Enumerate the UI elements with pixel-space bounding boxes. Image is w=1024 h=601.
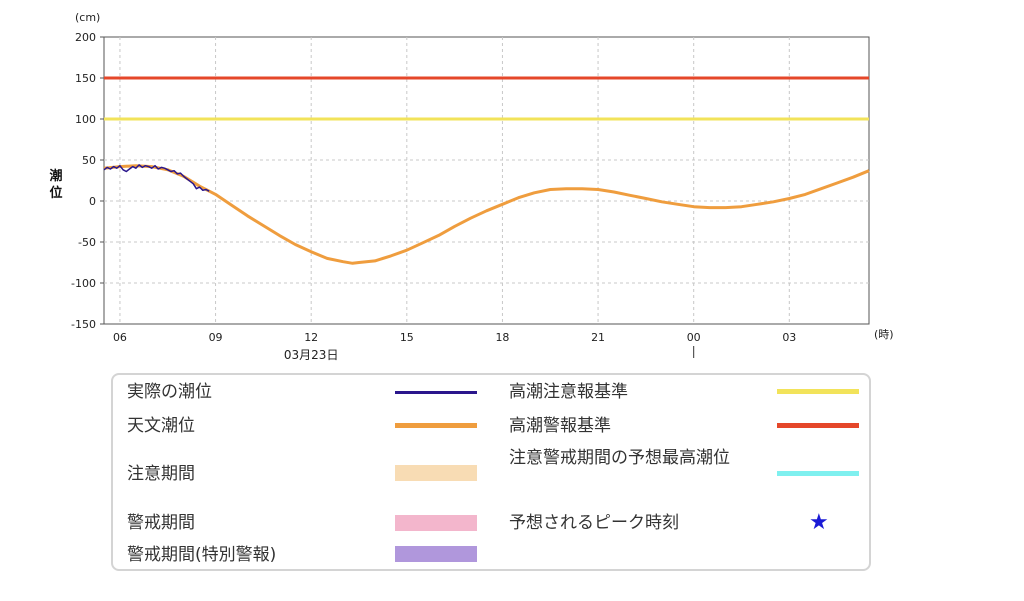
y-axis-label-char: 潮 (49, 168, 62, 184)
y-axis-label-char: 位 (49, 185, 62, 201)
y-unit-label: (cm) (75, 11, 100, 24)
y-tick-label: -150 (71, 318, 96, 331)
y-tick-label: -100 (71, 277, 96, 290)
legend: 実際の潮位 天文潮位 注意期間 警戒期間 警戒期間(特別警報) 高潮注意報基準 … (111, 373, 871, 571)
legend-swatch-predicted-max-tide (777, 471, 859, 476)
legend-swatch-storm-surge-warning (777, 423, 859, 428)
tide-chart: 200 150 100 50 0 -50 -100 -150 06 09 12 15 18 21 00 03… (49, 11, 894, 362)
y-tick-label: 0 (89, 195, 96, 208)
legend-swatch-warning-period (395, 515, 477, 531)
x-unit-label: (時) (874, 328, 894, 341)
legend-label-actual-tide: 実際の潮位 (127, 382, 212, 402)
plot-area (103, 36, 870, 325)
y-tick-label: 50 (82, 154, 96, 167)
legend-swatch-storm-surge-advisory (777, 389, 859, 394)
x-tick-label: 21 (591, 331, 605, 344)
x-tick-labels: 06 09 12 15 18 21 00 03 (113, 331, 796, 344)
legend-label-warning-period: 警戒期間 (127, 513, 195, 533)
legend-swatch-caution-period (395, 465, 477, 481)
legend-label-predicted-max-tide: 注意警戒期間の予想最高潮位 (509, 448, 730, 468)
x-tick-label: 06 (113, 331, 127, 344)
y-tick-label: 200 (75, 31, 96, 44)
y-axis-label: 潮位 (49, 168, 62, 201)
x-tick-label: 09 (209, 331, 223, 344)
y-tick-labels: 200 150 100 50 0 -50 -100 -150 (71, 31, 104, 331)
legend-label-predicted-peak-time: 予想されるピーク時刻 (509, 513, 679, 533)
actual-tide-line (103, 164, 210, 192)
x-tick-label: 00 (687, 331, 701, 344)
x-tick-label: 12 (304, 331, 318, 344)
star-icon: ★ (809, 510, 829, 535)
x-tick-label: 03 (782, 331, 796, 344)
threshold-lines (104, 76, 869, 121)
tide-chart-svg: 200 150 100 50 0 -50 -100 -150 06 09 12 15 18 21 00 03… (49, 11, 894, 362)
legend-label-storm-surge-advisory: 高潮注意報基準 (509, 382, 628, 402)
legend-label-astronomical-tide: 天文潮位 (127, 416, 195, 436)
legend-swatch-special-warning-period (395, 546, 477, 562)
y-tick-label: -50 (78, 236, 96, 249)
y-tick-label: 100 (75, 113, 96, 126)
series-lines (103, 164, 870, 265)
astronomical-tide-line (103, 164, 870, 265)
x-tick-label: 15 (400, 331, 414, 344)
legend-label-caution-period: 注意期間 (127, 464, 195, 484)
x-tick-label: 18 (495, 331, 509, 344)
y-tick-label: 150 (75, 72, 96, 85)
legend-swatch-actual-tide (395, 391, 477, 394)
legend-label-storm-surge-warning: 高潮警報基準 (509, 416, 611, 436)
date-label: 03月23日 (284, 348, 339, 362)
legend-swatch-astronomical-tide (395, 423, 477, 428)
legend-label-special-warning-period: 警戒期間(特別警報) (127, 545, 277, 565)
